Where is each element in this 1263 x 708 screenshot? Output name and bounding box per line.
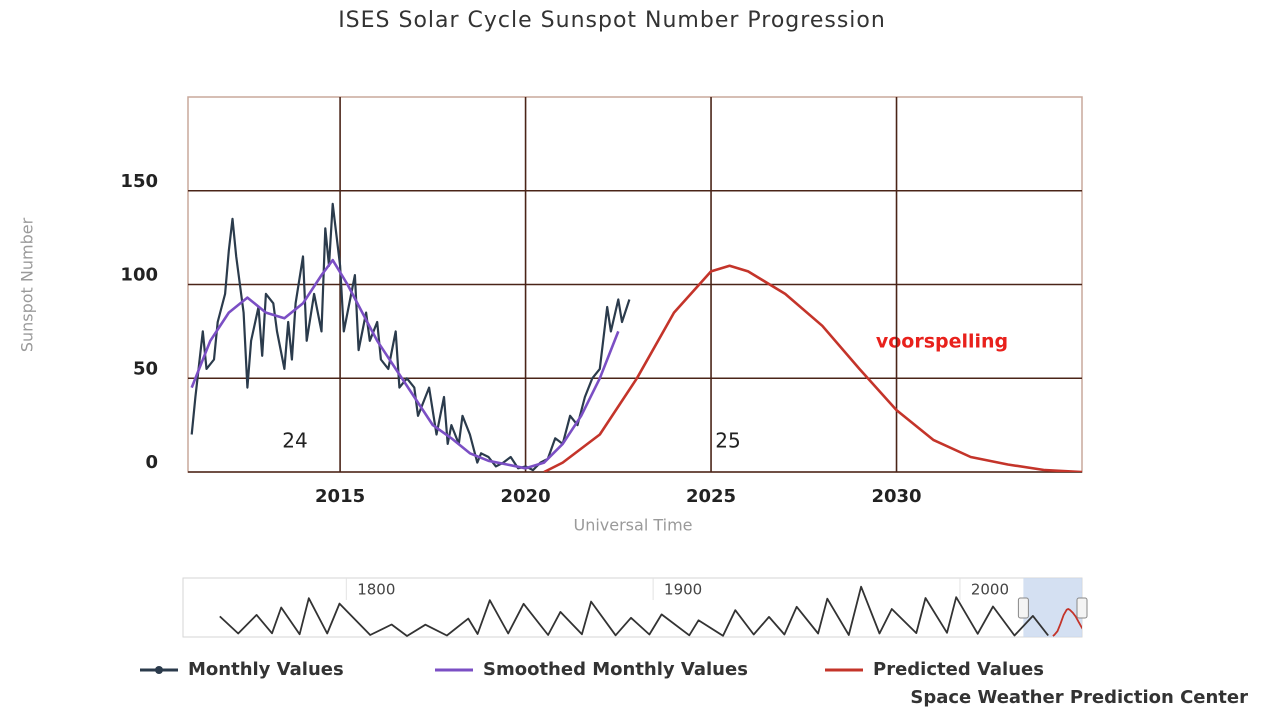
y-tick-label: 150	[120, 171, 158, 192]
navigator-predicted	[1052, 608, 1082, 637]
x-tick-label: 2020	[501, 486, 551, 507]
navigator	[182, 577, 1083, 638]
series-line	[190, 202, 631, 472]
navigator-line	[219, 585, 1049, 637]
x-tick-label: 2025	[686, 486, 736, 507]
legend-label: Monthly Values	[188, 659, 344, 680]
y-tick-label: 100	[120, 265, 158, 286]
legend-label: Smoothed Monthly Values	[483, 659, 748, 680]
source-credit: Space Weather Prediction Center	[910, 687, 1248, 708]
chart-title: ISES Solar Cycle Sunspot Number Progress…	[338, 8, 886, 33]
y-axis-label: Sunspot Number	[18, 217, 37, 352]
navigator-tick-label: 1800	[357, 581, 395, 599]
x-tick-label: 2030	[871, 486, 921, 507]
y-tick-label: 0	[145, 452, 158, 473]
series-line	[543, 264, 1082, 472]
navigator-handle	[1017, 597, 1029, 619]
navigator-tick-label: 2000	[971, 581, 1009, 599]
cycle-label: 25	[715, 429, 740, 453]
cycle-label: 24	[282, 429, 307, 453]
y-tick-label: 50	[133, 358, 158, 379]
annotation: voorspelling	[876, 331, 1008, 353]
legend-label: Predicted Values	[873, 659, 1044, 680]
x-axis-label: Universal Time	[573, 516, 692, 535]
navigator-tick-label: 1900	[664, 581, 702, 599]
series-line	[190, 258, 620, 470]
navigator-handle	[1076, 597, 1088, 619]
navigator-window	[1023, 578, 1082, 637]
x-tick-label: 2015	[315, 486, 365, 507]
legend-marker	[155, 666, 163, 674]
